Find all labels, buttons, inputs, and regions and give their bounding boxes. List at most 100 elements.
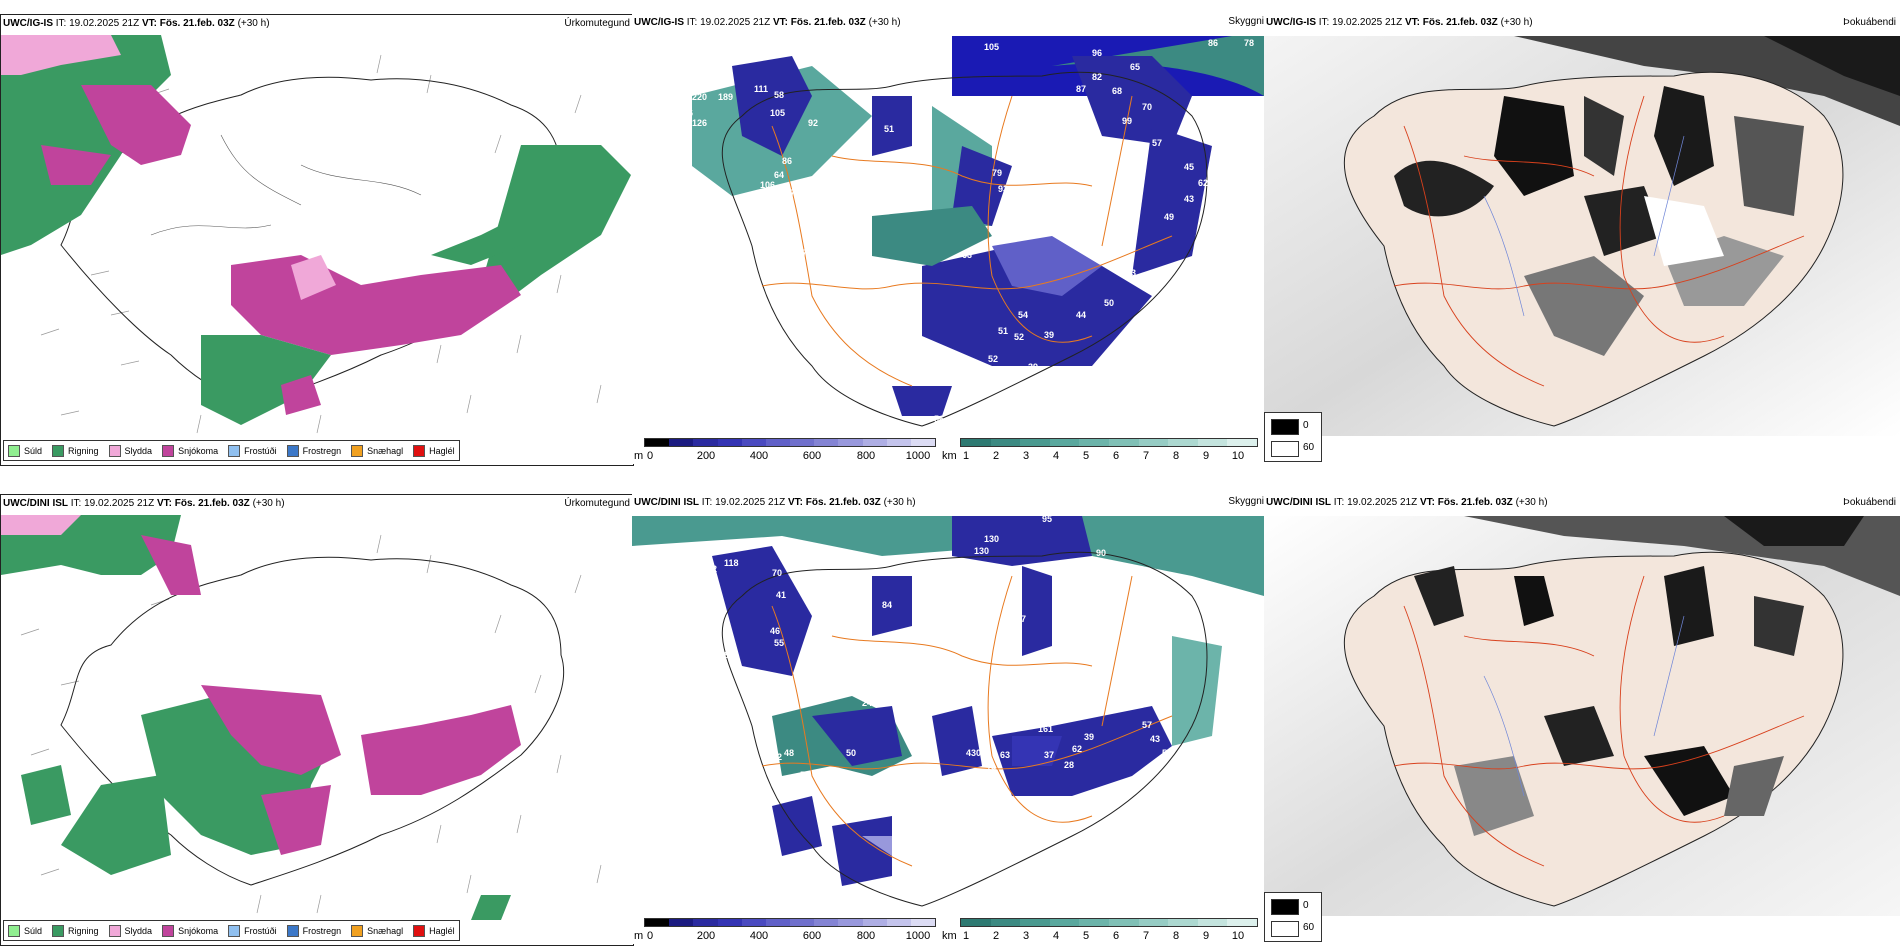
svg-text:57: 57 — [1142, 720, 1152, 730]
svg-text:49: 49 — [1144, 284, 1154, 294]
svg-text:72: 72 — [802, 202, 812, 212]
legend-item: Slydda — [108, 444, 152, 457]
svg-text:96: 96 — [1092, 48, 1102, 58]
svg-text:161: 161 — [1038, 724, 1053, 734]
cloud-panel-top: UWC/IG-IS IT: 19.02.2025 21Z VT: Fös. 21… — [632, 14, 1264, 464]
svg-text:41: 41 — [776, 590, 786, 600]
svg-text:130: 130 — [974, 546, 989, 556]
svg-text:50: 50 — [846, 748, 856, 758]
svg-text:55: 55 — [774, 638, 784, 648]
svg-text:79: 79 — [986, 764, 996, 774]
svg-text:68: 68 — [1112, 86, 1122, 96]
svg-text:588: 588 — [1094, 606, 1109, 616]
svg-text:80: 80 — [724, 650, 734, 660]
road-network — [1393, 575, 1805, 867]
svg-text:95: 95 — [914, 714, 924, 724]
svg-text:93: 93 — [998, 184, 1008, 194]
precip-type-panel-top: UWC/IG-IS IT: 19.02.2025 21Z VT: Fös. 21… — [0, 14, 634, 466]
cloud-panel-label: Skyggni — [1228, 496, 1264, 507]
legend-item: Frostregn — [286, 924, 341, 937]
cloud-base-scale: m 0 200 400 600 800 1000 — [634, 436, 939, 462]
svg-text:62: 62 — [1072, 744, 1082, 754]
svg-text:87: 87 — [1076, 84, 1086, 94]
legend-item: Súld — [8, 444, 42, 457]
svg-text:76: 76 — [940, 562, 950, 572]
svg-text:58: 58 — [910, 788, 920, 798]
legend-item: Haglél — [413, 924, 455, 937]
svg-text:86: 86 — [782, 156, 792, 166]
svg-text:90: 90 — [1096, 548, 1106, 558]
precip-legend: Súld Rigning Slydda Snjókoma Frostúði Fr… — [3, 920, 460, 941]
svg-text:78: 78 — [790, 188, 800, 198]
svg-text:107: 107 — [924, 704, 939, 714]
svg-text:80: 80 — [942, 86, 952, 96]
svg-text:128: 128 — [706, 600, 721, 610]
iceland-outline — [1343, 71, 1844, 427]
svg-text:45: 45 — [1184, 162, 1194, 172]
svg-text:207: 207 — [1012, 704, 1027, 714]
svg-text:57: 57 — [1152, 138, 1162, 148]
svg-text:78: 78 — [1244, 38, 1254, 48]
legend-item: Rigning — [52, 444, 99, 457]
svg-text:86: 86 — [1208, 38, 1218, 48]
svg-text:37: 37 — [1044, 750, 1054, 760]
svg-text:54: 54 — [1018, 310, 1028, 320]
svg-text:28: 28 — [1064, 760, 1074, 770]
svg-text:99: 99 — [1094, 164, 1104, 174]
legend-item: Frostúði — [228, 444, 277, 457]
svg-text:62: 62 — [1198, 178, 1208, 188]
svg-text:52: 52 — [772, 752, 782, 762]
legend-item: Snæhagl — [351, 924, 403, 937]
svg-text:49: 49 — [1164, 212, 1174, 222]
legend-item: Snæhagl — [351, 444, 403, 457]
panel-type-label: Þokuábendi — [1843, 497, 1896, 508]
svg-text:220: 220 — [692, 92, 707, 102]
legend-item: Frostregn — [286, 444, 341, 457]
svg-text:466: 466 — [906, 768, 921, 778]
svg-text:58: 58 — [774, 90, 784, 100]
svg-text:50: 50 — [1104, 298, 1114, 308]
svg-text:75: 75 — [1092, 594, 1102, 604]
svg-text:82: 82 — [1092, 72, 1102, 82]
wind-barbs — [20, 534, 602, 914]
svg-text:39: 39 — [1044, 330, 1054, 340]
svg-text:189: 189 — [718, 92, 733, 102]
svg-text:243: 243 — [862, 698, 877, 708]
svg-text:33: 33 — [1126, 268, 1136, 278]
svg-text:92: 92 — [808, 118, 818, 128]
cloud-value-labels: 95 130 130 109 90 76 118 102 128 70 41 4… — [688, 516, 1172, 820]
svg-text:21: 21 — [704, 246, 714, 256]
cloud-map-top: 105 96 65 86 78 82 87 68 70 99 57 80 51 … — [678, 36, 1264, 427]
svg-text:126: 126 — [692, 118, 707, 128]
legend-item: Slydda — [108, 924, 152, 937]
svg-text:105: 105 — [984, 42, 999, 52]
road-network — [761, 95, 1173, 387]
fog-panel-bottom: UWC/DINI ISL IT: 19.02.2025 21Z VT: Fös.… — [1264, 494, 1900, 944]
svg-text:94: 94 — [1018, 158, 1028, 168]
legend-item: Snjókoma — [162, 924, 218, 937]
svg-text:64: 64 — [774, 170, 784, 180]
svg-text:30: 30 — [896, 368, 906, 378]
road-network — [1393, 95, 1805, 387]
svg-text:48: 48 — [784, 748, 794, 758]
svg-text:39: 39 — [1028, 362, 1038, 372]
svg-text:99: 99 — [1122, 116, 1132, 126]
legend-item: Súld — [8, 924, 42, 937]
svg-text:430: 430 — [966, 748, 981, 758]
fog-legend: 0 60 — [1264, 892, 1322, 942]
visibility-scale: km 1 2 3 4 5 6 7 8 9 10 — [942, 436, 1260, 462]
panel-title: UWC/IG-IS IT: 19.02.2025 21Z VT: Fös. 21… — [1266, 17, 1533, 28]
panel-title: UWC/DINI ISL IT: 19.02.2025 21Z VT: Fös.… — [634, 497, 916, 508]
svg-text:70: 70 — [772, 568, 782, 578]
svg-text:78: 78 — [802, 248, 812, 258]
svg-text:43: 43 — [1184, 194, 1194, 204]
legend-item: Snjókoma — [162, 444, 218, 457]
cloud-base-scale: m 0 200 400 600 800 1000 — [634, 916, 939, 942]
rivers — [1483, 135, 1685, 317]
svg-text:32: 32 — [930, 810, 940, 820]
panel-type-label: Úrkomutegund — [564, 18, 630, 29]
iceland-outline — [60, 556, 565, 886]
precip-type-map — [1, 35, 631, 434]
svg-text:52: 52 — [1014, 332, 1024, 342]
legend-item: Frostúði — [228, 924, 277, 937]
